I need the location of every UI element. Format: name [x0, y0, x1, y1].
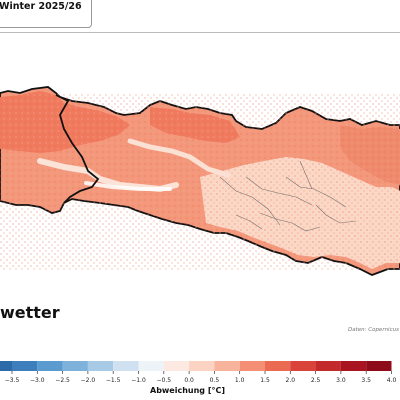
title-line-2: ol — [0, 13, 1, 24]
temperature-anomaly-map — [0, 86, 400, 276]
map-frame — [0, 32, 400, 343]
colorbar-segment — [87, 361, 114, 371]
valley-streak-2 — [84, 181, 172, 191]
colorbar-tick-label: −1.0 — [131, 377, 146, 384]
colorbar-segment — [62, 361, 88, 371]
colorbar-tick-label: 2.5 — [311, 377, 321, 384]
colorbar-tick-label: 1.5 — [260, 377, 270, 384]
colorbar-tick-label: 4.0 — [387, 377, 397, 384]
colorbar-segment — [113, 361, 139, 371]
colorbar — [0, 361, 392, 371]
colorbar-segment — [37, 361, 63, 371]
colorbar-tick-label: 3.0 — [336, 377, 346, 384]
colorbar-segment — [0, 361, 12, 371]
colorbar-tick-label: −2.5 — [55, 377, 70, 384]
colorbar-tick-label: 3.5 — [361, 377, 371, 384]
colorbar-ticks: −3.5 −3.0 −2.5 −2.0 −1.5 −1.0 −0.5 0.0 0.5 1.0 1.5… — [5, 371, 397, 384]
valley-streak-3 — [127, 138, 231, 178]
speckle-texture — [0, 93, 400, 271]
title-line-1: r Winter 2025/26 — [0, 1, 82, 12]
colorbar-tick-label: 0.0 — [184, 377, 194, 384]
colorbar-segment — [340, 361, 367, 371]
colorbar-segment — [189, 361, 215, 371]
colorbar-segment — [239, 361, 265, 371]
colorbar-segment — [163, 361, 190, 371]
colorbar-segment — [366, 361, 392, 371]
colorbar-segment — [265, 361, 291, 371]
colorbar-tick-label: −3.0 — [30, 377, 45, 384]
data-credit: Daten: Copernicus — [348, 327, 399, 333]
colorbar-segment — [214, 361, 240, 371]
colorbar-segment — [12, 361, 38, 371]
colorbar-segment — [315, 361, 341, 371]
region-boundary-inner — [55, 94, 100, 204]
colorbar-segment — [290, 361, 316, 371]
colorbar-label: Abweichung [°C] — [150, 386, 225, 395]
colorbar-tick-label: −0.5 — [157, 377, 172, 384]
brand-wordmark: wetter — [0, 303, 60, 322]
colorbar-tick-label: 2.0 — [286, 377, 296, 384]
colorbar-tick-label: −2.0 — [81, 377, 96, 384]
colorbar-segment — [138, 361, 164, 371]
district-lines — [219, 160, 357, 232]
title-box: r Winter 2025/26 ol — [0, 0, 92, 28]
colorbar-tick-label: −1.5 — [106, 377, 121, 384]
colorbar-tick-label: −3.5 — [5, 377, 20, 384]
colorbar-tick-label: 0.5 — [210, 377, 220, 384]
colorbar-tick-label: 1.0 — [235, 377, 245, 384]
